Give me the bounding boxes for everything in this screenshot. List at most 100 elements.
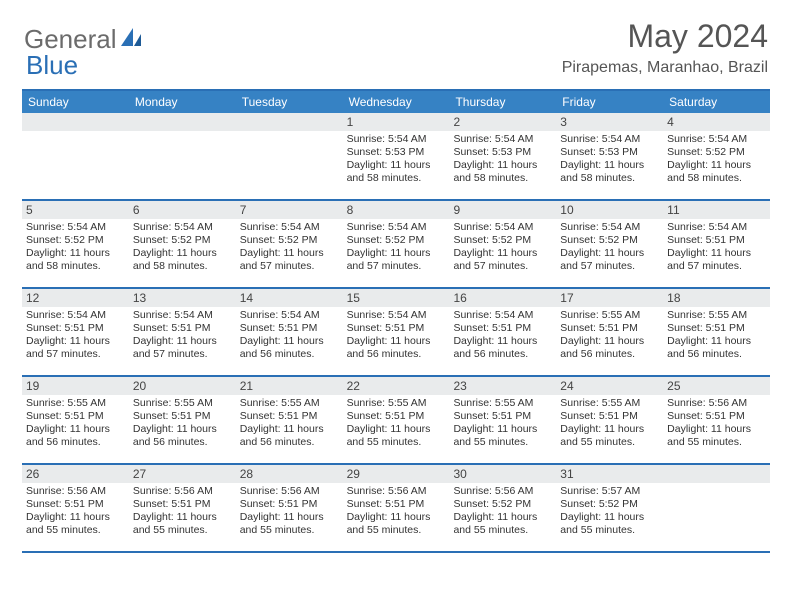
day-details: Sunrise: 5:54 AMSunset: 5:52 PMDaylight:…: [556, 219, 663, 278]
sunset-line: Sunset: 5:52 PM: [560, 498, 659, 511]
daylight-line-2: and 55 minutes.: [347, 524, 446, 537]
day-number: 31: [556, 465, 663, 483]
day-details: Sunrise: 5:54 AMSunset: 5:52 PMDaylight:…: [22, 219, 129, 278]
day-details: Sunrise: 5:54 AMSunset: 5:52 PMDaylight:…: [343, 219, 450, 278]
day-number: 22: [343, 377, 450, 395]
day-number: 23: [449, 377, 556, 395]
day-details: Sunrise: 5:55 AMSunset: 5:51 PMDaylight:…: [22, 395, 129, 454]
sunrise-line: Sunrise: 5:56 AM: [26, 485, 125, 498]
day-details: Sunrise: 5:54 AMSunset: 5:51 PMDaylight:…: [236, 307, 343, 366]
daylight-line-1: Daylight: 11 hours: [453, 247, 552, 260]
day-header: Saturday: [663, 91, 770, 113]
sunset-line: Sunset: 5:51 PM: [560, 322, 659, 335]
day-header-row: SundayMondayTuesdayWednesdayThursdayFrid…: [22, 91, 770, 113]
daylight-line-1: Daylight: 11 hours: [667, 423, 766, 436]
sunrise-line: Sunrise: 5:54 AM: [560, 221, 659, 234]
day-cell: 11Sunrise: 5:54 AMSunset: 5:51 PMDayligh…: [663, 201, 770, 287]
logo-text-blue: Blue: [26, 50, 78, 80]
daylight-line-2: and 55 minutes.: [26, 524, 125, 537]
day-cell: 14Sunrise: 5:54 AMSunset: 5:51 PMDayligh…: [236, 289, 343, 375]
day-cell: 19Sunrise: 5:55 AMSunset: 5:51 PMDayligh…: [22, 377, 129, 463]
daylight-line-1: Daylight: 11 hours: [453, 335, 552, 348]
sunset-line: Sunset: 5:51 PM: [240, 498, 339, 511]
daylight-line-2: and 57 minutes.: [560, 260, 659, 273]
day-number: 4: [663, 113, 770, 131]
sunset-line: Sunset: 5:52 PM: [453, 498, 552, 511]
day-details: Sunrise: 5:54 AMSunset: 5:53 PMDaylight:…: [449, 131, 556, 190]
daylight-line-1: Daylight: 11 hours: [26, 247, 125, 260]
sunrise-line: Sunrise: 5:54 AM: [667, 133, 766, 146]
sunrise-line: Sunrise: 5:54 AM: [347, 221, 446, 234]
day-details: Sunrise: 5:57 AMSunset: 5:52 PMDaylight:…: [556, 483, 663, 542]
daylight-line-1: Daylight: 11 hours: [133, 423, 232, 436]
daylight-line-1: Daylight: 11 hours: [133, 247, 232, 260]
weeks-container: 1Sunrise: 5:54 AMSunset: 5:53 PMDaylight…: [22, 113, 770, 553]
day-details: Sunrise: 5:56 AMSunset: 5:51 PMDaylight:…: [663, 395, 770, 454]
day-number: 5: [22, 201, 129, 219]
day-number: 16: [449, 289, 556, 307]
daylight-line-2: and 55 minutes.: [240, 524, 339, 537]
day-number: [663, 465, 770, 483]
daylight-line-2: and 56 minutes.: [347, 348, 446, 361]
daylight-line-2: and 57 minutes.: [453, 260, 552, 273]
day-cell: 29Sunrise: 5:56 AMSunset: 5:51 PMDayligh…: [343, 465, 450, 551]
day-number: 15: [343, 289, 450, 307]
logo-blue-text-wrap: Blue: [26, 50, 78, 81]
daylight-line-1: Daylight: 11 hours: [133, 335, 232, 348]
daylight-line-1: Daylight: 11 hours: [26, 511, 125, 524]
day-cell: 10Sunrise: 5:54 AMSunset: 5:52 PMDayligh…: [556, 201, 663, 287]
sunset-line: Sunset: 5:52 PM: [133, 234, 232, 247]
day-number: 25: [663, 377, 770, 395]
day-cell: 28Sunrise: 5:56 AMSunset: 5:51 PMDayligh…: [236, 465, 343, 551]
daylight-line-1: Daylight: 11 hours: [453, 159, 552, 172]
location-text: Pirapemas, Maranhao, Brazil: [562, 59, 768, 77]
sail-icon: [119, 26, 147, 53]
sunset-line: Sunset: 5:51 PM: [26, 322, 125, 335]
day-cell: 17Sunrise: 5:55 AMSunset: 5:51 PMDayligh…: [556, 289, 663, 375]
day-details: Sunrise: 5:54 AMSunset: 5:53 PMDaylight:…: [343, 131, 450, 190]
daylight-line-2: and 55 minutes.: [453, 436, 552, 449]
day-number: 28: [236, 465, 343, 483]
daylight-line-1: Daylight: 11 hours: [667, 159, 766, 172]
day-cell: 23Sunrise: 5:55 AMSunset: 5:51 PMDayligh…: [449, 377, 556, 463]
daylight-line-1: Daylight: 11 hours: [453, 511, 552, 524]
day-details: Sunrise: 5:54 AMSunset: 5:51 PMDaylight:…: [129, 307, 236, 366]
sunrise-line: Sunrise: 5:55 AM: [240, 397, 339, 410]
daylight-line-1: Daylight: 11 hours: [667, 247, 766, 260]
day-cell: 22Sunrise: 5:55 AMSunset: 5:51 PMDayligh…: [343, 377, 450, 463]
sunset-line: Sunset: 5:51 PM: [667, 234, 766, 247]
day-cell: [236, 113, 343, 199]
day-cell: 16Sunrise: 5:54 AMSunset: 5:51 PMDayligh…: [449, 289, 556, 375]
day-number: 24: [556, 377, 663, 395]
day-cell: 15Sunrise: 5:54 AMSunset: 5:51 PMDayligh…: [343, 289, 450, 375]
day-details: Sunrise: 5:54 AMSunset: 5:52 PMDaylight:…: [449, 219, 556, 278]
daylight-line-1: Daylight: 11 hours: [26, 335, 125, 348]
sunset-line: Sunset: 5:51 PM: [133, 410, 232, 423]
sunset-line: Sunset: 5:51 PM: [26, 498, 125, 511]
day-header: Thursday: [449, 91, 556, 113]
day-details: Sunrise: 5:55 AMSunset: 5:51 PMDaylight:…: [663, 307, 770, 366]
daylight-line-2: and 55 minutes.: [667, 436, 766, 449]
sunrise-line: Sunrise: 5:56 AM: [667, 397, 766, 410]
daylight-line-2: and 55 minutes.: [133, 524, 232, 537]
daylight-line-1: Daylight: 11 hours: [240, 423, 339, 436]
day-details: Sunrise: 5:54 AMSunset: 5:51 PMDaylight:…: [663, 219, 770, 278]
day-details: Sunrise: 5:54 AMSunset: 5:51 PMDaylight:…: [22, 307, 129, 366]
sunrise-line: Sunrise: 5:55 AM: [347, 397, 446, 410]
daylight-line-2: and 55 minutes.: [453, 524, 552, 537]
daylight-line-1: Daylight: 11 hours: [560, 247, 659, 260]
day-number: 20: [129, 377, 236, 395]
day-number: 11: [663, 201, 770, 219]
daylight-line-2: and 56 minutes.: [453, 348, 552, 361]
day-cell: 27Sunrise: 5:56 AMSunset: 5:51 PMDayligh…: [129, 465, 236, 551]
day-cell: 12Sunrise: 5:54 AMSunset: 5:51 PMDayligh…: [22, 289, 129, 375]
day-number: 13: [129, 289, 236, 307]
daylight-line-2: and 55 minutes.: [347, 436, 446, 449]
daylight-line-2: and 58 minutes.: [26, 260, 125, 273]
daylight-line-2: and 58 minutes.: [347, 172, 446, 185]
day-details: Sunrise: 5:56 AMSunset: 5:52 PMDaylight:…: [449, 483, 556, 542]
sunrise-line: Sunrise: 5:54 AM: [26, 309, 125, 322]
header: General May 2024 Pirapemas, Maranhao, Br…: [0, 0, 792, 81]
day-cell: 30Sunrise: 5:56 AMSunset: 5:52 PMDayligh…: [449, 465, 556, 551]
sunset-line: Sunset: 5:53 PM: [347, 146, 446, 159]
